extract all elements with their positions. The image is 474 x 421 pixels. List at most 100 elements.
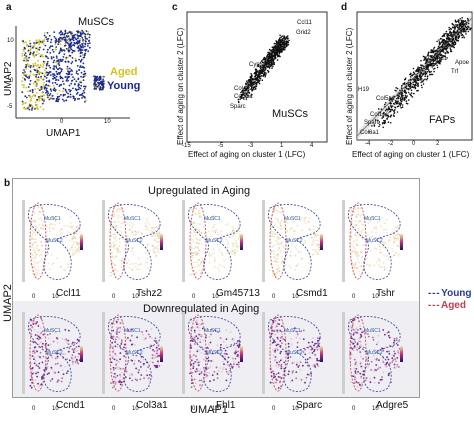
cluster-label-musc1: MuSC1: [364, 328, 381, 334]
gene-name: Tshr: [376, 288, 395, 299]
cluster-label-musc2: MuSC2: [46, 238, 63, 244]
panel-a-ytick: 0: [10, 78, 14, 84]
gene-name: Ccnd1: [56, 400, 85, 411]
panel-c-xtick: 4: [310, 143, 314, 149]
panel-d-ylabel: Effect of aging on cluster 2 (LFC): [345, 27, 354, 145]
panel-a-xtick: 0: [60, 119, 64, 125]
xtick: 0: [192, 294, 196, 300]
feature-plot-ccl11: MuSC1 MuSC2 Ccl11 0 10: [16, 196, 92, 306]
xtick: 0: [32, 294, 36, 300]
gene-label-apoe: Apoe: [455, 60, 470, 66]
feature-plot-sparc: MuSC1 MuSC2 Sparc 0 10: [256, 308, 332, 418]
panel-a-plot: [15, 26, 130, 119]
cluster-label-musc2: MuSC2: [126, 238, 143, 244]
legend-young-b: - - - Young: [428, 288, 472, 299]
cluster-label-musc1: MuSC1: [204, 328, 221, 334]
xtick: 10: [52, 294, 59, 300]
gene-name: Tshz2: [136, 288, 163, 299]
xtick: 10: [372, 406, 379, 412]
cluster-label-musc2: MuSC2: [366, 238, 383, 244]
gene-name: Col3a1: [136, 400, 168, 411]
xtick: 10: [372, 294, 379, 300]
feature-plot-csmd1: MuSC1 MuSC2 Csmd1 0 10: [256, 196, 332, 306]
cluster-label-musc1: MuSC1: [124, 216, 141, 222]
legend-young: Young: [107, 80, 141, 92]
panel-c-xtick: 1: [280, 143, 284, 149]
panel-d-scatter: [335, 0, 474, 165]
gene-name: Ccl11: [56, 288, 81, 299]
gene-label-h19: H19: [358, 87, 370, 93]
cluster-label-musc2: MuSC2: [46, 350, 63, 356]
panel-c-ylabel: Effect of aging on cluster 2 (LFC): [176, 27, 185, 145]
panel-c-xlabel: Effect of aging on cluster 1 (LFC): [188, 150, 306, 159]
panel-a-umap: [0, 0, 165, 150]
feature-plot-ccnd1: MuSC1 MuSC2 Ccnd1 0 10: [16, 308, 92, 418]
cluster-label-musc2: MuSC2: [126, 350, 143, 356]
feature-plot-gm45713: MuSC1 MuSC2 Gm45713 0 10: [176, 196, 260, 306]
gene-name: Csmd1: [296, 288, 328, 299]
gene-name: Sparc: [296, 400, 323, 411]
gene-name: Gm45713: [216, 288, 260, 299]
panel-d-xtick: 2: [436, 141, 440, 147]
gene-label-col4a1: Col4a1: [234, 86, 254, 92]
panel-c-xtick: -3: [248, 143, 254, 149]
gene-name: Adgre5: [376, 400, 409, 411]
feature-plot-adgre5: MuSC1 MuSC2 Adgre5 0 10: [336, 308, 412, 418]
gene-label-sparc: Sparc: [230, 104, 246, 110]
gene-label-trf: Trf: [451, 69, 459, 75]
xtick: 0: [112, 406, 116, 412]
panel-d-plot: [356, 11, 473, 141]
xtick: 0: [272, 294, 276, 300]
panel-a-title: MuSCs: [78, 16, 115, 28]
cluster-label-musc1: MuSC1: [44, 216, 61, 222]
xtick: 10: [292, 294, 299, 300]
gene-label-cyp26a1: Cyp26a1: [249, 62, 274, 68]
panel-a-xtick: 10: [104, 119, 111, 125]
feature-plot-tshz2: MuSC1 MuSC2 Tshz2 0 10: [96, 196, 172, 306]
panel-a-ytick: 10: [7, 38, 14, 44]
xtick: 0: [272, 406, 276, 412]
xtick: 0: [192, 406, 196, 412]
panel-d-xtick: -2: [388, 141, 394, 147]
legend-aged-b: - - - Aged: [428, 300, 466, 311]
gene-label-col3a1-d: Col3a1: [360, 130, 380, 136]
xtick: 0: [352, 406, 356, 412]
downregulated-title: Downregulated in Aging: [143, 303, 260, 315]
cluster-label-musc1: MuSC1: [44, 328, 61, 334]
cluster-label-musc1: MuSC1: [204, 216, 221, 222]
gene-label-ccl11: Ccl11: [297, 20, 312, 26]
panel-a-xlabel: UMAP1: [46, 128, 81, 139]
cluster-label-musc2: MuSC2: [286, 350, 303, 356]
feature-plot-col3a1: MuSC1 MuSC2 Col3a1 0 10: [96, 308, 172, 418]
xtick: 10: [292, 406, 299, 412]
cluster-label-musc2: MuSC2: [366, 350, 383, 356]
gene-label-col3a1: Col3a1: [234, 94, 254, 100]
xtick: 0: [32, 406, 36, 412]
gene-label-grid2: Grid2: [296, 30, 311, 36]
legend-aged: Aged: [110, 66, 138, 78]
panel-c-xtick: -15: [182, 143, 191, 149]
feature-plot-tshr: MuSC1 MuSC2 Tshr 0 10: [336, 196, 412, 306]
gene-label-sparc-d: Sparc: [364, 120, 380, 126]
panel-d-letter: d: [341, 2, 348, 13]
gene-name: Fhl1: [216, 400, 236, 411]
panel-a-ytick: -5: [7, 104, 13, 110]
feature-plot-fhl1: MuSC1 MuSC2 Fhl1 0 10: [176, 308, 252, 418]
xtick: 0: [112, 294, 116, 300]
xtick: 10: [132, 294, 139, 300]
xtick: 10: [132, 406, 139, 412]
cluster-label-musc1: MuSC1: [284, 328, 301, 334]
cluster-label-musc1: MuSC1: [124, 328, 141, 334]
cluster-label-musc2: MuSC2: [286, 238, 303, 244]
panel-a-letter: a: [6, 2, 12, 13]
panel-d-xlabel: Effect of aging on cluster 1 (LFC): [352, 150, 470, 159]
panel-d-title: FAPs: [429, 114, 456, 126]
cluster-label-musc1: MuSC1: [364, 216, 381, 222]
panel-c-plot: [186, 11, 328, 143]
xtick: 0: [352, 294, 356, 300]
panel-c-letter: c: [172, 2, 178, 13]
panel-b-xlabel: UMAP1: [190, 404, 228, 416]
upregulated-title: Upregulated in Aging: [148, 185, 251, 197]
gene-label-col1a2: Col1a2: [370, 112, 390, 118]
panel-c-scatter: [165, 0, 335, 165]
